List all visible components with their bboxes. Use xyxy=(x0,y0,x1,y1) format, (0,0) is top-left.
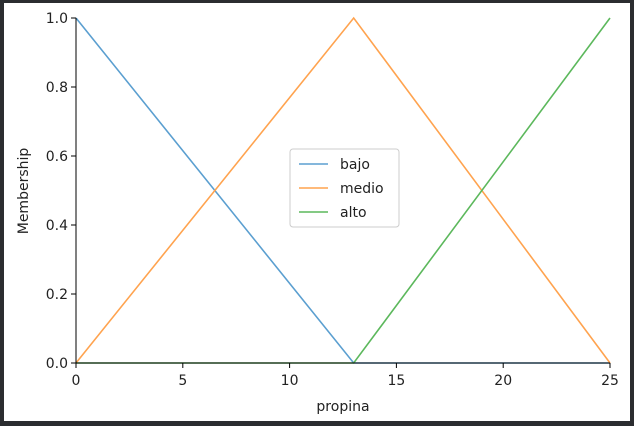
ticks-layer: 0 5 10 15 20 25 0.0 0.2 0.4 0.6 0.8 1.0 xyxy=(46,11,619,389)
y-tick-label: 0.0 xyxy=(46,356,68,372)
legend-box xyxy=(289,148,400,228)
x-axis-label: propina xyxy=(316,399,369,415)
y-tick-label: 0.6 xyxy=(46,149,68,165)
x-tick-label: 25 xyxy=(601,373,619,389)
x-tick-label: 20 xyxy=(494,373,512,389)
y-tick-label: 0.4 xyxy=(46,218,68,234)
legend: bajo medio alto xyxy=(289,148,400,228)
x-tick-label: 0 xyxy=(72,373,81,389)
legend-label-medio: medio xyxy=(340,181,384,197)
y-tick-label: 0.8 xyxy=(46,80,68,96)
y-axis-label: Membership xyxy=(16,148,32,235)
y-tick-label: 1.0 xyxy=(46,11,68,27)
x-tick-label: 10 xyxy=(281,373,299,389)
membership-chart: 0 5 10 15 20 25 0.0 0.2 0.4 0.6 0.8 1.0 propina Mem… xyxy=(16,11,619,415)
axes-layer xyxy=(75,18,610,364)
legend-label-alto: alto xyxy=(340,205,367,221)
series-line-medio xyxy=(75,16,611,364)
legend-items: bajo medio alto xyxy=(299,157,384,221)
x-tick-label: 15 xyxy=(387,373,405,389)
legend-label-bajo: bajo xyxy=(340,157,370,173)
x-tick-label: 5 xyxy=(178,373,187,389)
y-tick-label: 0.2 xyxy=(46,287,68,303)
chart-figure: 0 5 10 15 20 25 0.0 0.2 0.4 0.6 0.8 1.0 propina Mem… xyxy=(4,3,630,421)
